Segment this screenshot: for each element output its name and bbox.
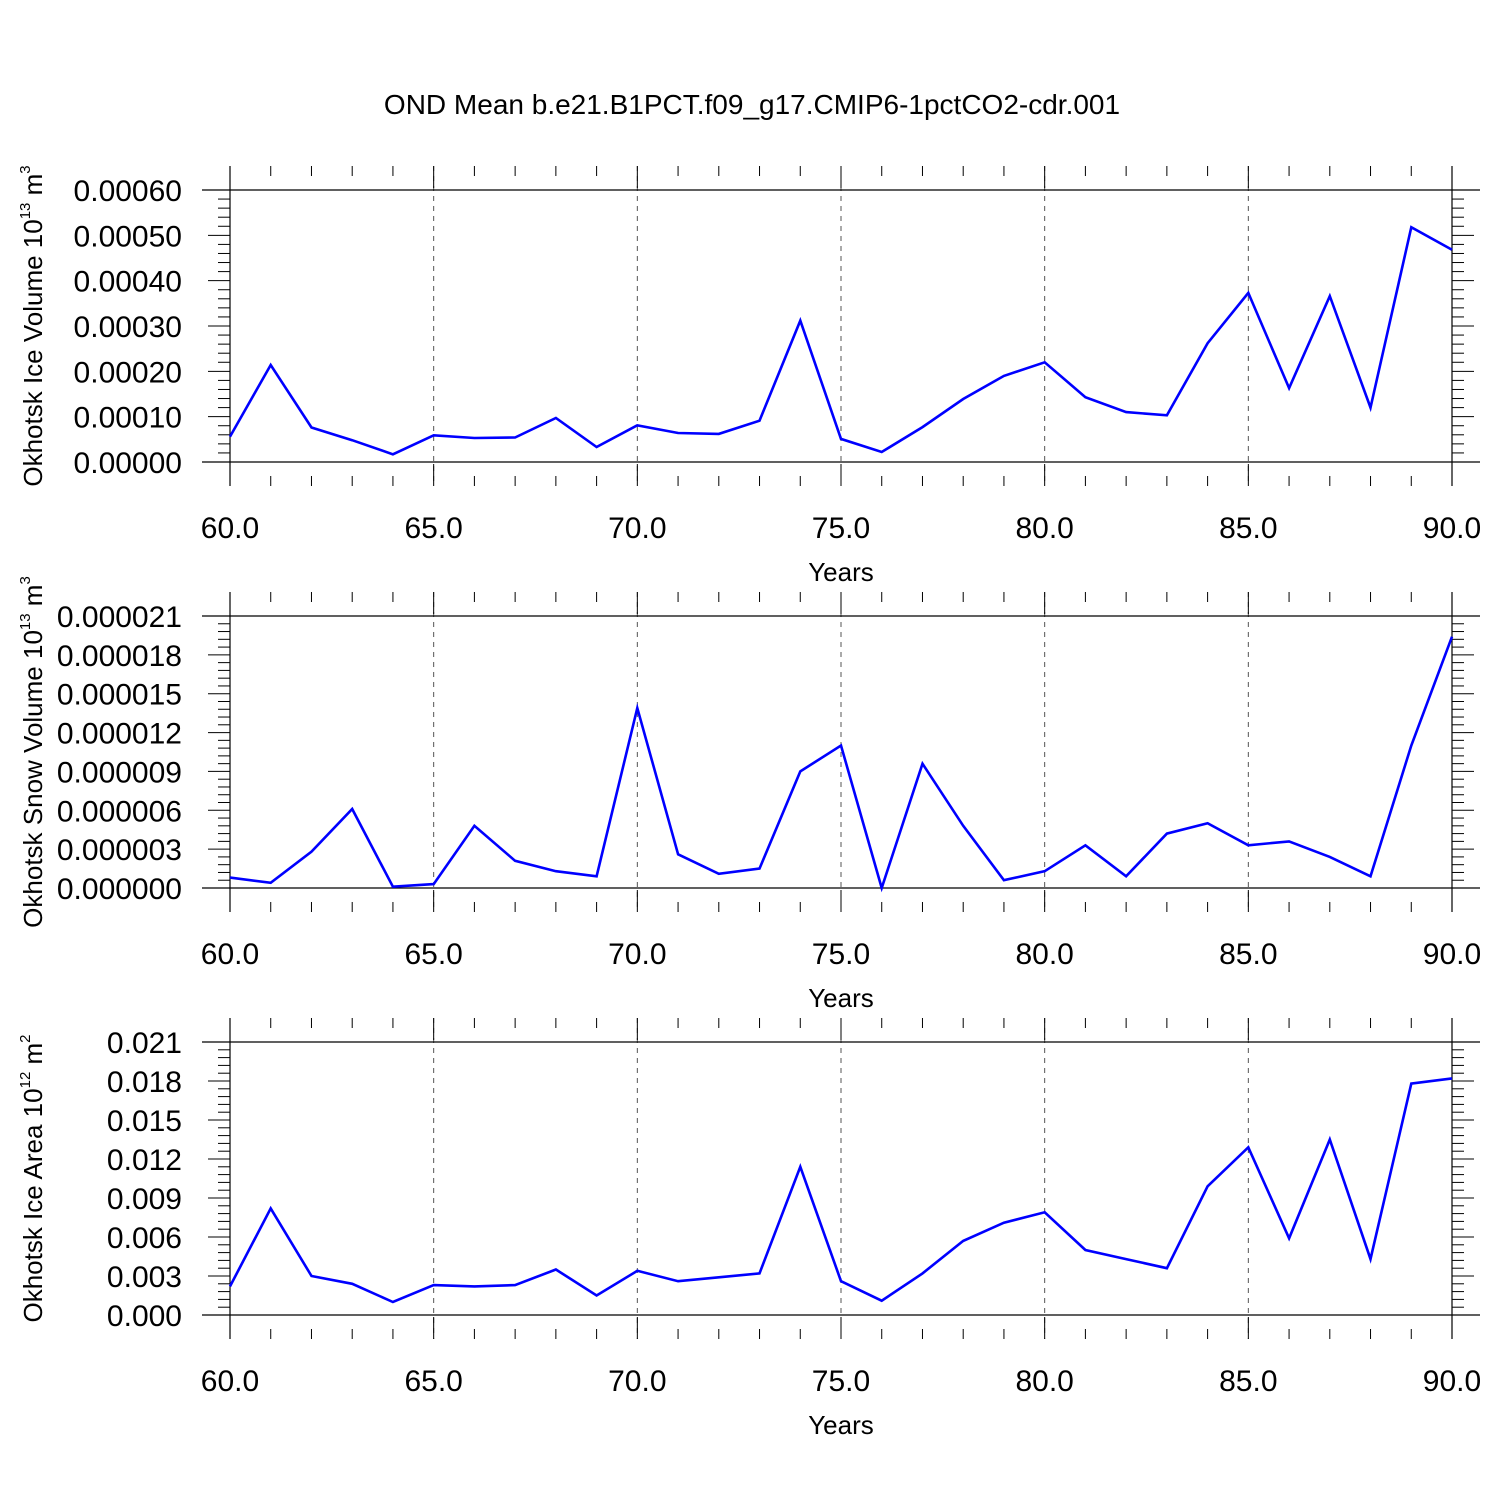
figure-title: OND Mean b.e21.B1PCT.f09_g17.CMIP6-1pctC… [384,89,1120,120]
x-tick-label: 80.0 [1015,1365,1073,1398]
y-tick-label: 0.000000 [57,873,182,906]
x-tick-label: 85.0 [1219,512,1277,545]
x-tick-label: 75.0 [812,512,870,545]
y-axis-label: Okhotsk Ice Area 1012 m2 [17,1034,48,1322]
y-tick-label: 0.003 [107,1261,182,1294]
y-axis-label: Okhotsk Ice Volume 1013 m3 [17,165,48,486]
x-tick-label: 80.0 [1015,512,1073,545]
x-tick-label: 85.0 [1219,1365,1277,1398]
x-tick-label: 90.0 [1423,938,1481,971]
y-tick-label: 0.012 [107,1144,182,1177]
x-tick-label: 90.0 [1423,512,1481,545]
panel-3: 0.000 0.003 0.006 0.009 0.012 0.015 0.018 0.021… [17,1018,1481,1440]
x-axis-label: Years [808,557,874,587]
y-tick-label: 0.00000 [74,447,182,480]
y-tick-label: 0.009 [107,1183,182,1216]
y-tick-label: 0.015 [107,1105,182,1138]
y-tick-label: 0.000012 [57,718,182,751]
x-tick-label: 70.0 [608,512,666,545]
x-axis-label: Years [808,983,874,1013]
y-tick-label: 0.000018 [57,640,182,673]
x-tick-label: 60.0 [201,938,259,971]
y-tick-label: 0.000015 [57,679,182,712]
x-tick-label: 80.0 [1015,938,1073,971]
y-tick-label: 0.00010 [74,402,182,435]
x-tick-label: 85.0 [1219,938,1277,971]
y-tick-label: 0.00030 [74,311,182,344]
x-tick-label: 90.0 [1423,1365,1481,1398]
y-tick-label: 0.000006 [57,795,182,828]
y-tick-label: 0.018 [107,1066,182,1099]
panel-2: 0.000000 0.000003 0.000006 0.000009 0.000012… [17,576,1481,1013]
x-tick-label: 70.0 [608,1365,666,1398]
x-tick-label: 65.0 [404,512,462,545]
y-tick-label: 0.00060 [74,175,182,208]
y-tick-label: 0.000009 [57,756,182,789]
x-tick-label: 70.0 [608,938,666,971]
x-tick-label: 75.0 [812,938,870,971]
panel-1: 0.00000 0.00010 0.00020 0.00030 0.00040 0.000… [17,165,1481,587]
y-tick-label: 0.000003 [57,834,182,867]
x-tick-label: 65.0 [404,938,462,971]
y-tick-label: 0.006 [107,1222,182,1255]
y-tick-label: 0.000021 [57,601,182,634]
x-tick-label: 60.0 [201,512,259,545]
x-tick-label: 65.0 [404,1365,462,1398]
y-tick-label: 0.00040 [74,266,182,299]
y-tick-label: 0.021 [107,1027,182,1060]
x-tick-label: 75.0 [812,1365,870,1398]
y-tick-label: 0.00050 [74,220,182,253]
y-tick-label: 0.00020 [74,356,182,389]
x-tick-label: 60.0 [201,1365,259,1398]
y-axis-label: Okhotsk Snow Volume 1013 m3 [17,576,48,928]
y-tick-label: 0.000 [107,1300,182,1333]
x-axis-label: Years [808,1410,874,1440]
